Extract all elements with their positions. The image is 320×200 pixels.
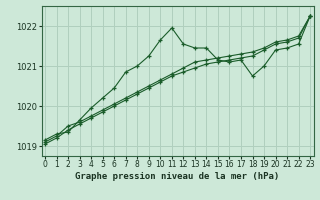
X-axis label: Graphe pression niveau de la mer (hPa): Graphe pression niveau de la mer (hPa) [76, 172, 280, 181]
